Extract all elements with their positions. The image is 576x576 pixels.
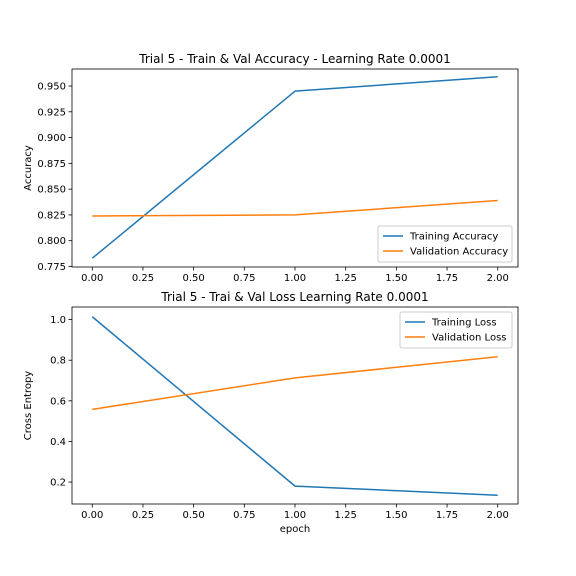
- loss-chart-series-line-validation: [92, 356, 498, 411]
- accuracy-chart-series-line-training: [91, 75, 498, 259]
- accuracy-chart-y-tick-label: 0.925: [37, 107, 66, 118]
- accuracy-chart-legend-box: [377, 225, 513, 263]
- loss-chart-x-tick-label: 1.25: [335, 510, 357, 521]
- accuracy-chart-y-tick-label: 0.950: [37, 82, 66, 93]
- loss-chart-x-tick-label: 0.75: [233, 510, 255, 521]
- loss-chart-legend-box: [399, 311, 513, 349]
- loss-chart-x-tick-label: 0.50: [183, 510, 205, 521]
- accuracy-chart-legend: Training Accuracy Validation Accuracy: [377, 225, 513, 263]
- accuracy-chart-x-tick-label: 0.75: [233, 273, 255, 284]
- accuracy-chart-y-tick-label: 0.775: [37, 262, 66, 273]
- loss-chart-legend-label: Training Loss: [431, 318, 497, 329]
- loss-chart-title: Trial 5 - Trai & Val Loss Learning Rate …: [160, 290, 428, 304]
- loss-chart-x-tick-label: 0.25: [132, 510, 154, 521]
- accuracy-chart-x-tick-label: 1.75: [436, 273, 458, 284]
- accuracy-chart-legend-label: Validation Accuracy: [410, 247, 508, 258]
- loss-chart-x-tick-label: 0.00: [81, 510, 103, 521]
- accuracy-chart-x-tick-label: 0.25: [132, 273, 154, 284]
- loss-chart-y-tick-label: 1.0: [50, 315, 66, 326]
- loss-chart: 0.00 0.25 0.50 0.75 1.00 1.25 1.50 1.75 2.00 0.2 0…: [23, 290, 519, 535]
- loss-chart-y-tick-label: 0.8: [50, 356, 66, 367]
- loss-chart-legend-label: Validation Loss: [432, 333, 507, 344]
- accuracy-chart-x-tick-label: 1.00: [284, 273, 306, 284]
- accuracy-chart-y-axis-label: Accuracy: [23, 145, 34, 191]
- loss-chart-y-tick-label: 0.2: [50, 478, 66, 489]
- accuracy-chart: 0.00 0.25 0.50 0.75 1.00 1.25 1.50 1.75 2.00 0.77…: [23, 52, 519, 284]
- accuracy-chart-series-line-validation: [92, 199, 498, 217]
- accuracy-chart-x-tick-label: 0.00: [81, 273, 103, 284]
- loss-chart-legend: Training Loss Validation Loss: [399, 311, 513, 349]
- loss-chart-x-tick-label: 2.00: [487, 510, 509, 521]
- accuracy-chart-x-tick-label: 1.50: [385, 273, 407, 284]
- accuracy-chart-title: Trial 5 - Train & Val Accuracy - Learnin…: [138, 52, 450, 66]
- accuracy-chart-x-tick-label: 1.25: [335, 273, 357, 284]
- loss-chart-y-tick-label: 0.4: [50, 437, 66, 448]
- loss-chart-series-line-training: [91, 316, 498, 497]
- loss-chart-x-tick-label: 1.75: [436, 510, 458, 521]
- accuracy-chart-x-tick-label: 0.50: [183, 273, 205, 284]
- loss-chart-x-tick-label: 1.50: [385, 510, 407, 521]
- loss-chart-y-tick-label: 0.6: [50, 396, 66, 407]
- loss-chart-x-axis-label: epoch: [280, 524, 310, 535]
- accuracy-chart-legend-label: Training Accuracy: [409, 232, 498, 243]
- accuracy-chart-y-tick-label: 0.800: [37, 236, 66, 247]
- accuracy-chart-x-tick-label: 2.00: [487, 273, 509, 284]
- loss-chart-y-axis-label: Cross Entropy: [23, 371, 34, 441]
- accuracy-chart-y-tick-label: 0.825: [37, 210, 66, 221]
- loss-chart-x-tick-label: 1.00: [284, 510, 306, 521]
- accuracy-chart-y-tick-label: 0.900: [37, 133, 66, 144]
- accuracy-chart-y-tick-label: 0.850: [37, 185, 66, 196]
- accuracy-chart-y-tick-label: 0.875: [37, 159, 66, 170]
